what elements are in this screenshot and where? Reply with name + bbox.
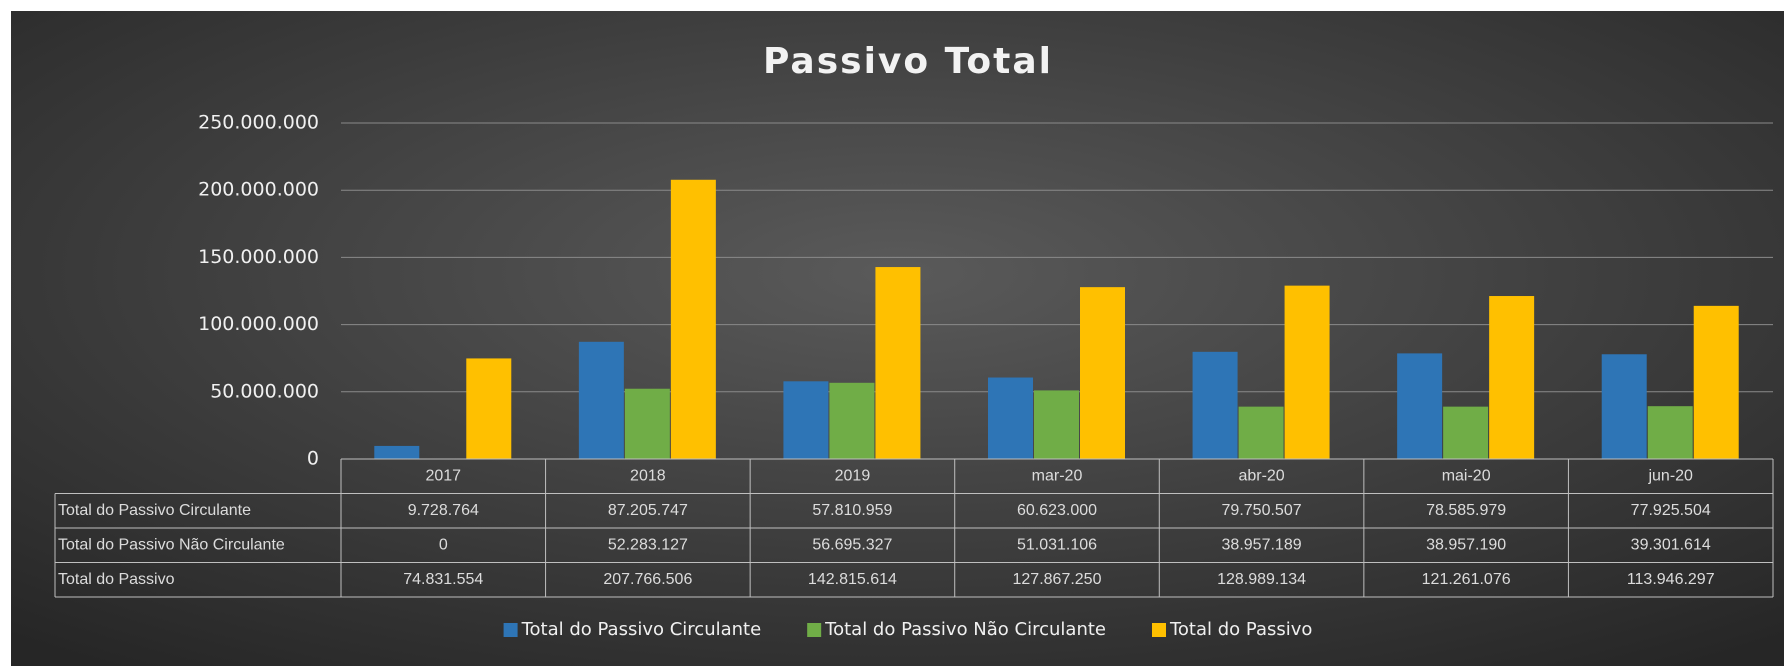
bar — [1284, 285, 1330, 459]
data-label: 38.957.189 — [1222, 536, 1302, 553]
bar — [988, 377, 1033, 459]
table-row-label: Total do Passivo — [58, 571, 175, 588]
x-tick-label: 2018 — [630, 467, 666, 484]
x-tick-label: abr-20 — [1238, 467, 1284, 484]
bar — [1192, 351, 1238, 459]
bar — [1443, 406, 1489, 459]
x-tick-label: 2019 — [835, 467, 871, 484]
y-tick-label: 50.000.000 — [210, 380, 319, 402]
bar — [670, 179, 716, 459]
x-tick-label: 2017 — [425, 467, 461, 484]
data-label: 52.283.127 — [608, 536, 688, 553]
data-label: 60.623.000 — [1017, 502, 1097, 519]
bar — [1601, 354, 1647, 459]
bar — [1647, 406, 1693, 459]
data-label: 38.957.190 — [1426, 536, 1506, 553]
legend-swatch — [503, 623, 518, 637]
bar — [578, 341, 624, 459]
data-label: 142.815.614 — [808, 571, 897, 588]
bar — [374, 445, 420, 459]
data-label: 128.989.134 — [1217, 571, 1306, 588]
bar — [466, 358, 512, 459]
data-label: 9.728.764 — [408, 502, 479, 519]
data-label: 57.810.959 — [812, 502, 892, 519]
data-label: 39.301.614 — [1631, 536, 1711, 553]
x-tick-label: mar-20 — [1032, 467, 1083, 484]
x-tick-label: jun-20 — [1647, 467, 1693, 484]
bar — [624, 388, 670, 459]
y-tick-label: 200.000.000 — [198, 179, 319, 201]
data-label: 56.695.327 — [812, 536, 892, 553]
y-tick-label: 0 — [307, 448, 319, 470]
x-tick-label: mai-20 — [1442, 467, 1491, 484]
legend-label: Total do Passivo Não Circulante — [824, 619, 1106, 640]
bar — [1397, 353, 1443, 459]
bar — [1238, 406, 1284, 459]
legend-swatch — [807, 623, 822, 637]
y-tick-label: 250.000.000 — [198, 112, 319, 134]
data-label: 77.925.504 — [1631, 502, 1711, 519]
data-label: 78.585.979 — [1426, 502, 1506, 519]
data-label: 51.031.106 — [1017, 536, 1097, 553]
bar — [1693, 305, 1739, 459]
data-label: 121.261.076 — [1422, 571, 1511, 588]
table-row-label: Total do Passivo Circulante — [58, 502, 251, 519]
legend-label: Total do Passivo Circulante — [521, 619, 762, 640]
data-label: 87.205.747 — [608, 502, 688, 519]
data-label: 113.946.297 — [1627, 571, 1715, 588]
data-label: 127.867.250 — [1013, 571, 1102, 588]
bar — [875, 267, 921, 459]
bar — [1489, 296, 1535, 459]
bar — [829, 382, 875, 459]
table-row-label: Total do Passivo Não Circulante — [58, 536, 285, 553]
data-label: 74.831.554 — [403, 571, 483, 588]
data-label: 79.750.507 — [1222, 502, 1302, 519]
bar — [783, 381, 829, 459]
legend-label: Total do Passivo — [1169, 619, 1312, 640]
data-label: 207.766.506 — [603, 571, 692, 588]
chart-title: Passivo Total — [763, 41, 1053, 82]
legend-swatch — [1151, 623, 1166, 637]
y-tick-label: 150.000.000 — [198, 246, 319, 268]
data-label: 0 — [439, 536, 448, 553]
bar — [1080, 287, 1125, 459]
bar — [1034, 390, 1079, 459]
y-tick-label: 100.000.000 — [198, 313, 319, 335]
